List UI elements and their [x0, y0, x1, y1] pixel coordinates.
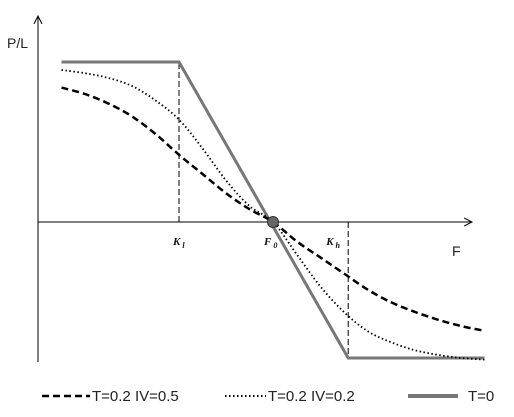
series-line-t-0-2-iv-0-2 — [61, 69, 485, 361]
series-line-t-0-2-iv-0-5 — [61, 86, 485, 333]
legend-label-iv05: T=0.2 IV=0.5 — [92, 388, 179, 405]
reference-lines — [178, 62, 349, 358]
series-line-t-0 — [61, 60, 485, 360]
legend-label-iv02: T=0.2 IV=0.2 — [268, 388, 355, 405]
f0-marker-dot — [267, 216, 279, 228]
legend-item-t0: T=0 — [408, 388, 494, 405]
series-layer — [61, 60, 485, 361]
marker-layer — [267, 216, 279, 228]
legend: T=0.2 IV=0.5 T=0.2 IV=0.2 T=0 — [42, 388, 494, 405]
x-axis-label: F — [452, 243, 461, 259]
legend-item-iv02: T=0.2 IV=0.2 — [225, 388, 355, 405]
legend-label-t0: T=0 — [468, 388, 494, 405]
y-axis-label: P/L — [7, 35, 28, 51]
legend-item-iv05: T=0.2 IV=0.5 — [42, 388, 179, 405]
